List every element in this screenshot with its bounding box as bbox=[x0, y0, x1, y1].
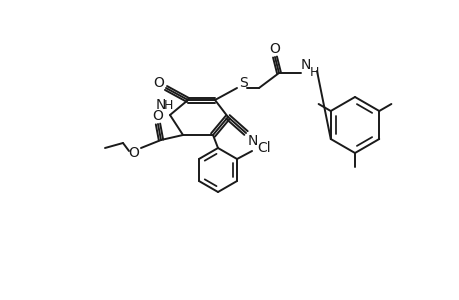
Text: O: O bbox=[128, 146, 139, 160]
Text: O: O bbox=[153, 76, 164, 90]
Text: O: O bbox=[152, 109, 163, 123]
Text: H: H bbox=[308, 65, 318, 79]
Text: N: N bbox=[300, 58, 310, 72]
Text: H: H bbox=[163, 98, 172, 112]
Text: Cl: Cl bbox=[257, 141, 270, 155]
Text: O: O bbox=[269, 42, 280, 56]
Text: N: N bbox=[247, 134, 257, 148]
Text: S: S bbox=[239, 76, 248, 90]
Text: N: N bbox=[156, 98, 166, 112]
